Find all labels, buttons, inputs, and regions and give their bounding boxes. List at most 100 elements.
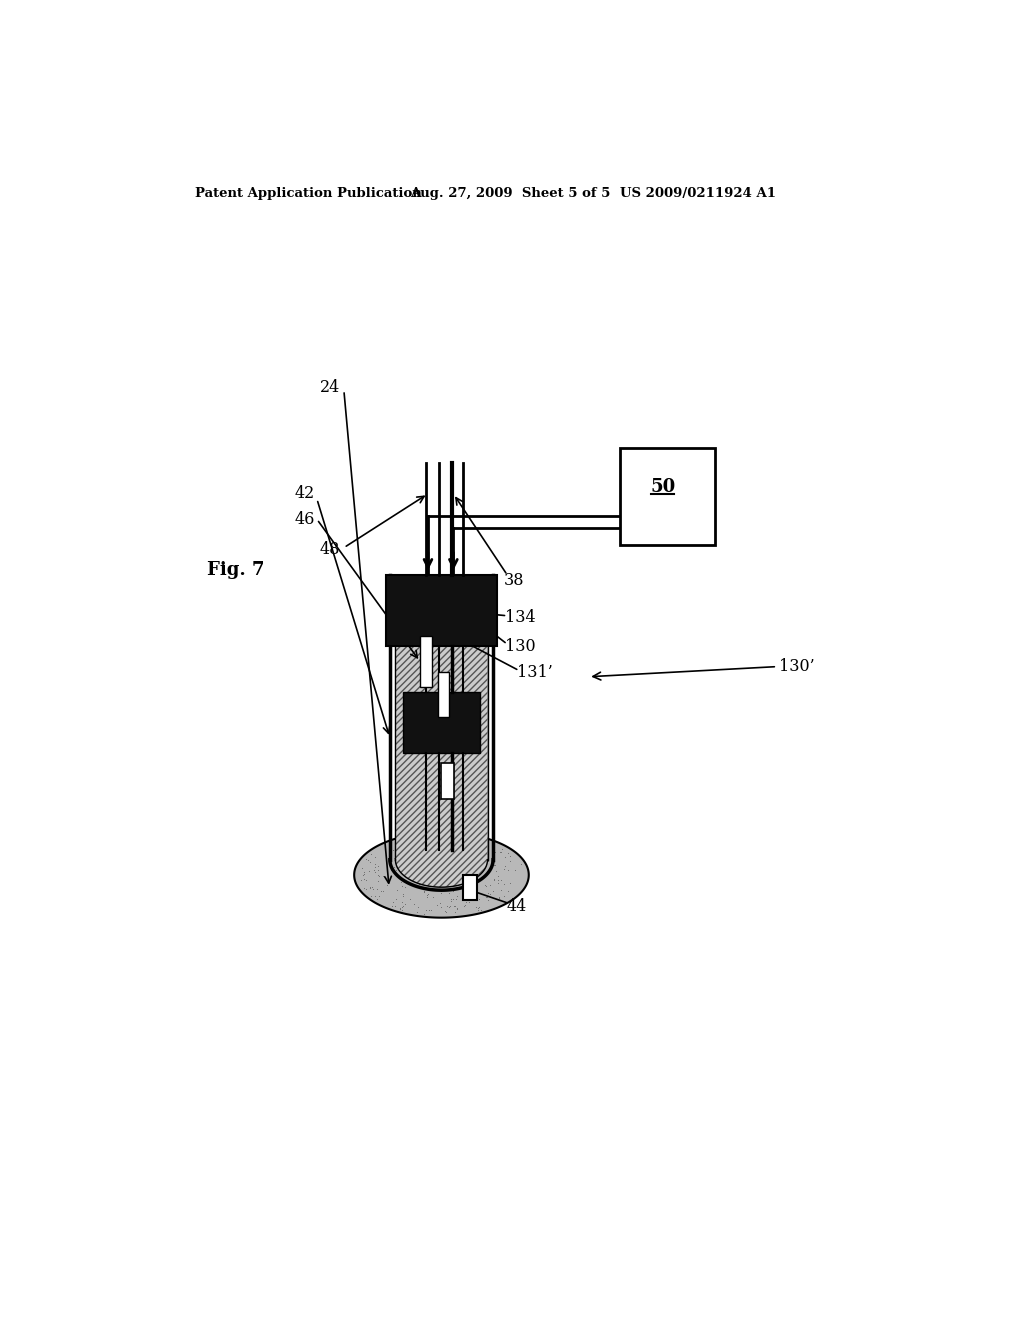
Point: [425, 855, 441, 876]
Point: [421, 878, 437, 899]
Point: [442, 888, 459, 909]
Point: [465, 871, 481, 892]
Point: [417, 904, 433, 925]
Point: [355, 863, 372, 884]
Point: [458, 891, 474, 912]
Point: [426, 873, 442, 894]
Point: [425, 886, 441, 907]
Text: 50: 50: [650, 478, 676, 496]
Point: [404, 855, 421, 876]
Point: [401, 853, 418, 874]
Point: [493, 879, 509, 900]
Point: [393, 892, 410, 913]
Point: [478, 875, 495, 896]
Point: [490, 887, 507, 908]
Point: [418, 865, 434, 886]
Point: [496, 874, 512, 895]
Point: [462, 873, 478, 894]
Point: [366, 859, 382, 880]
Point: [406, 830, 422, 851]
Point: [449, 878, 465, 899]
Point: [400, 858, 417, 879]
Point: [480, 842, 497, 863]
Point: [454, 854, 470, 875]
Text: 24: 24: [321, 379, 341, 396]
Point: [467, 859, 483, 880]
Point: [442, 890, 459, 911]
Bar: [463, 875, 477, 900]
Point: [486, 869, 503, 890]
Point: [418, 878, 434, 899]
Point: [440, 838, 457, 859]
Point: [471, 863, 487, 884]
Point: [392, 854, 409, 875]
Point: [468, 896, 484, 917]
Point: [410, 858, 426, 879]
Bar: [441, 763, 455, 799]
Point: [429, 895, 445, 916]
Bar: [620, 447, 715, 545]
Bar: [386, 576, 497, 647]
Point: [384, 859, 400, 880]
Point: [441, 851, 458, 873]
Point: [450, 898, 466, 919]
Point: [367, 846, 383, 867]
Point: [471, 847, 487, 869]
Point: [444, 826, 461, 847]
Point: [440, 882, 457, 903]
Point: [462, 846, 478, 867]
Point: [492, 841, 508, 862]
Point: [497, 846, 513, 867]
Point: [436, 873, 453, 894]
Point: [466, 836, 482, 857]
Point: [500, 880, 516, 902]
Text: 38: 38: [504, 572, 524, 589]
Point: [478, 843, 495, 865]
Point: [392, 898, 409, 919]
Point: [432, 883, 449, 904]
Point: [416, 882, 432, 903]
Point: [489, 866, 506, 887]
Point: [412, 845, 428, 866]
Point: [414, 847, 430, 869]
Point: [367, 854, 383, 875]
Point: [410, 857, 426, 878]
Point: [397, 876, 414, 898]
Point: [386, 847, 402, 869]
Point: [482, 874, 499, 895]
Point: [480, 836, 497, 857]
Point: [457, 894, 473, 915]
Point: [362, 886, 379, 907]
Point: [417, 869, 433, 890]
Point: [489, 870, 506, 891]
Point: [437, 849, 454, 870]
Point: [394, 899, 411, 920]
Point: [467, 859, 483, 880]
Point: [385, 891, 401, 912]
Point: [480, 850, 497, 871]
Point: [459, 845, 475, 866]
Point: [395, 884, 412, 906]
Point: [497, 855, 513, 876]
Point: [429, 857, 445, 878]
Point: [375, 865, 391, 886]
Point: [422, 825, 438, 846]
Point: [358, 879, 375, 900]
Point: [423, 899, 439, 920]
Point: [419, 836, 435, 857]
Point: [414, 841, 430, 862]
Point: [502, 850, 518, 871]
Point: [455, 834, 471, 855]
Point: [355, 862, 372, 883]
Point: [371, 886, 387, 907]
Point: [472, 843, 488, 865]
Polygon shape: [395, 576, 487, 887]
Point: [414, 830, 430, 851]
Point: [478, 886, 495, 907]
Point: [460, 854, 476, 875]
Point: [382, 853, 398, 874]
Point: [412, 870, 428, 891]
Point: [482, 884, 499, 906]
Text: 44: 44: [507, 898, 526, 915]
Point: [475, 843, 492, 865]
